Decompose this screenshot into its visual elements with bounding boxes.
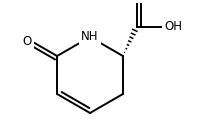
Text: OH: OH — [164, 20, 182, 33]
Text: NH: NH — [81, 31, 99, 44]
Text: O: O — [22, 35, 31, 48]
Text: O: O — [132, 0, 141, 1]
